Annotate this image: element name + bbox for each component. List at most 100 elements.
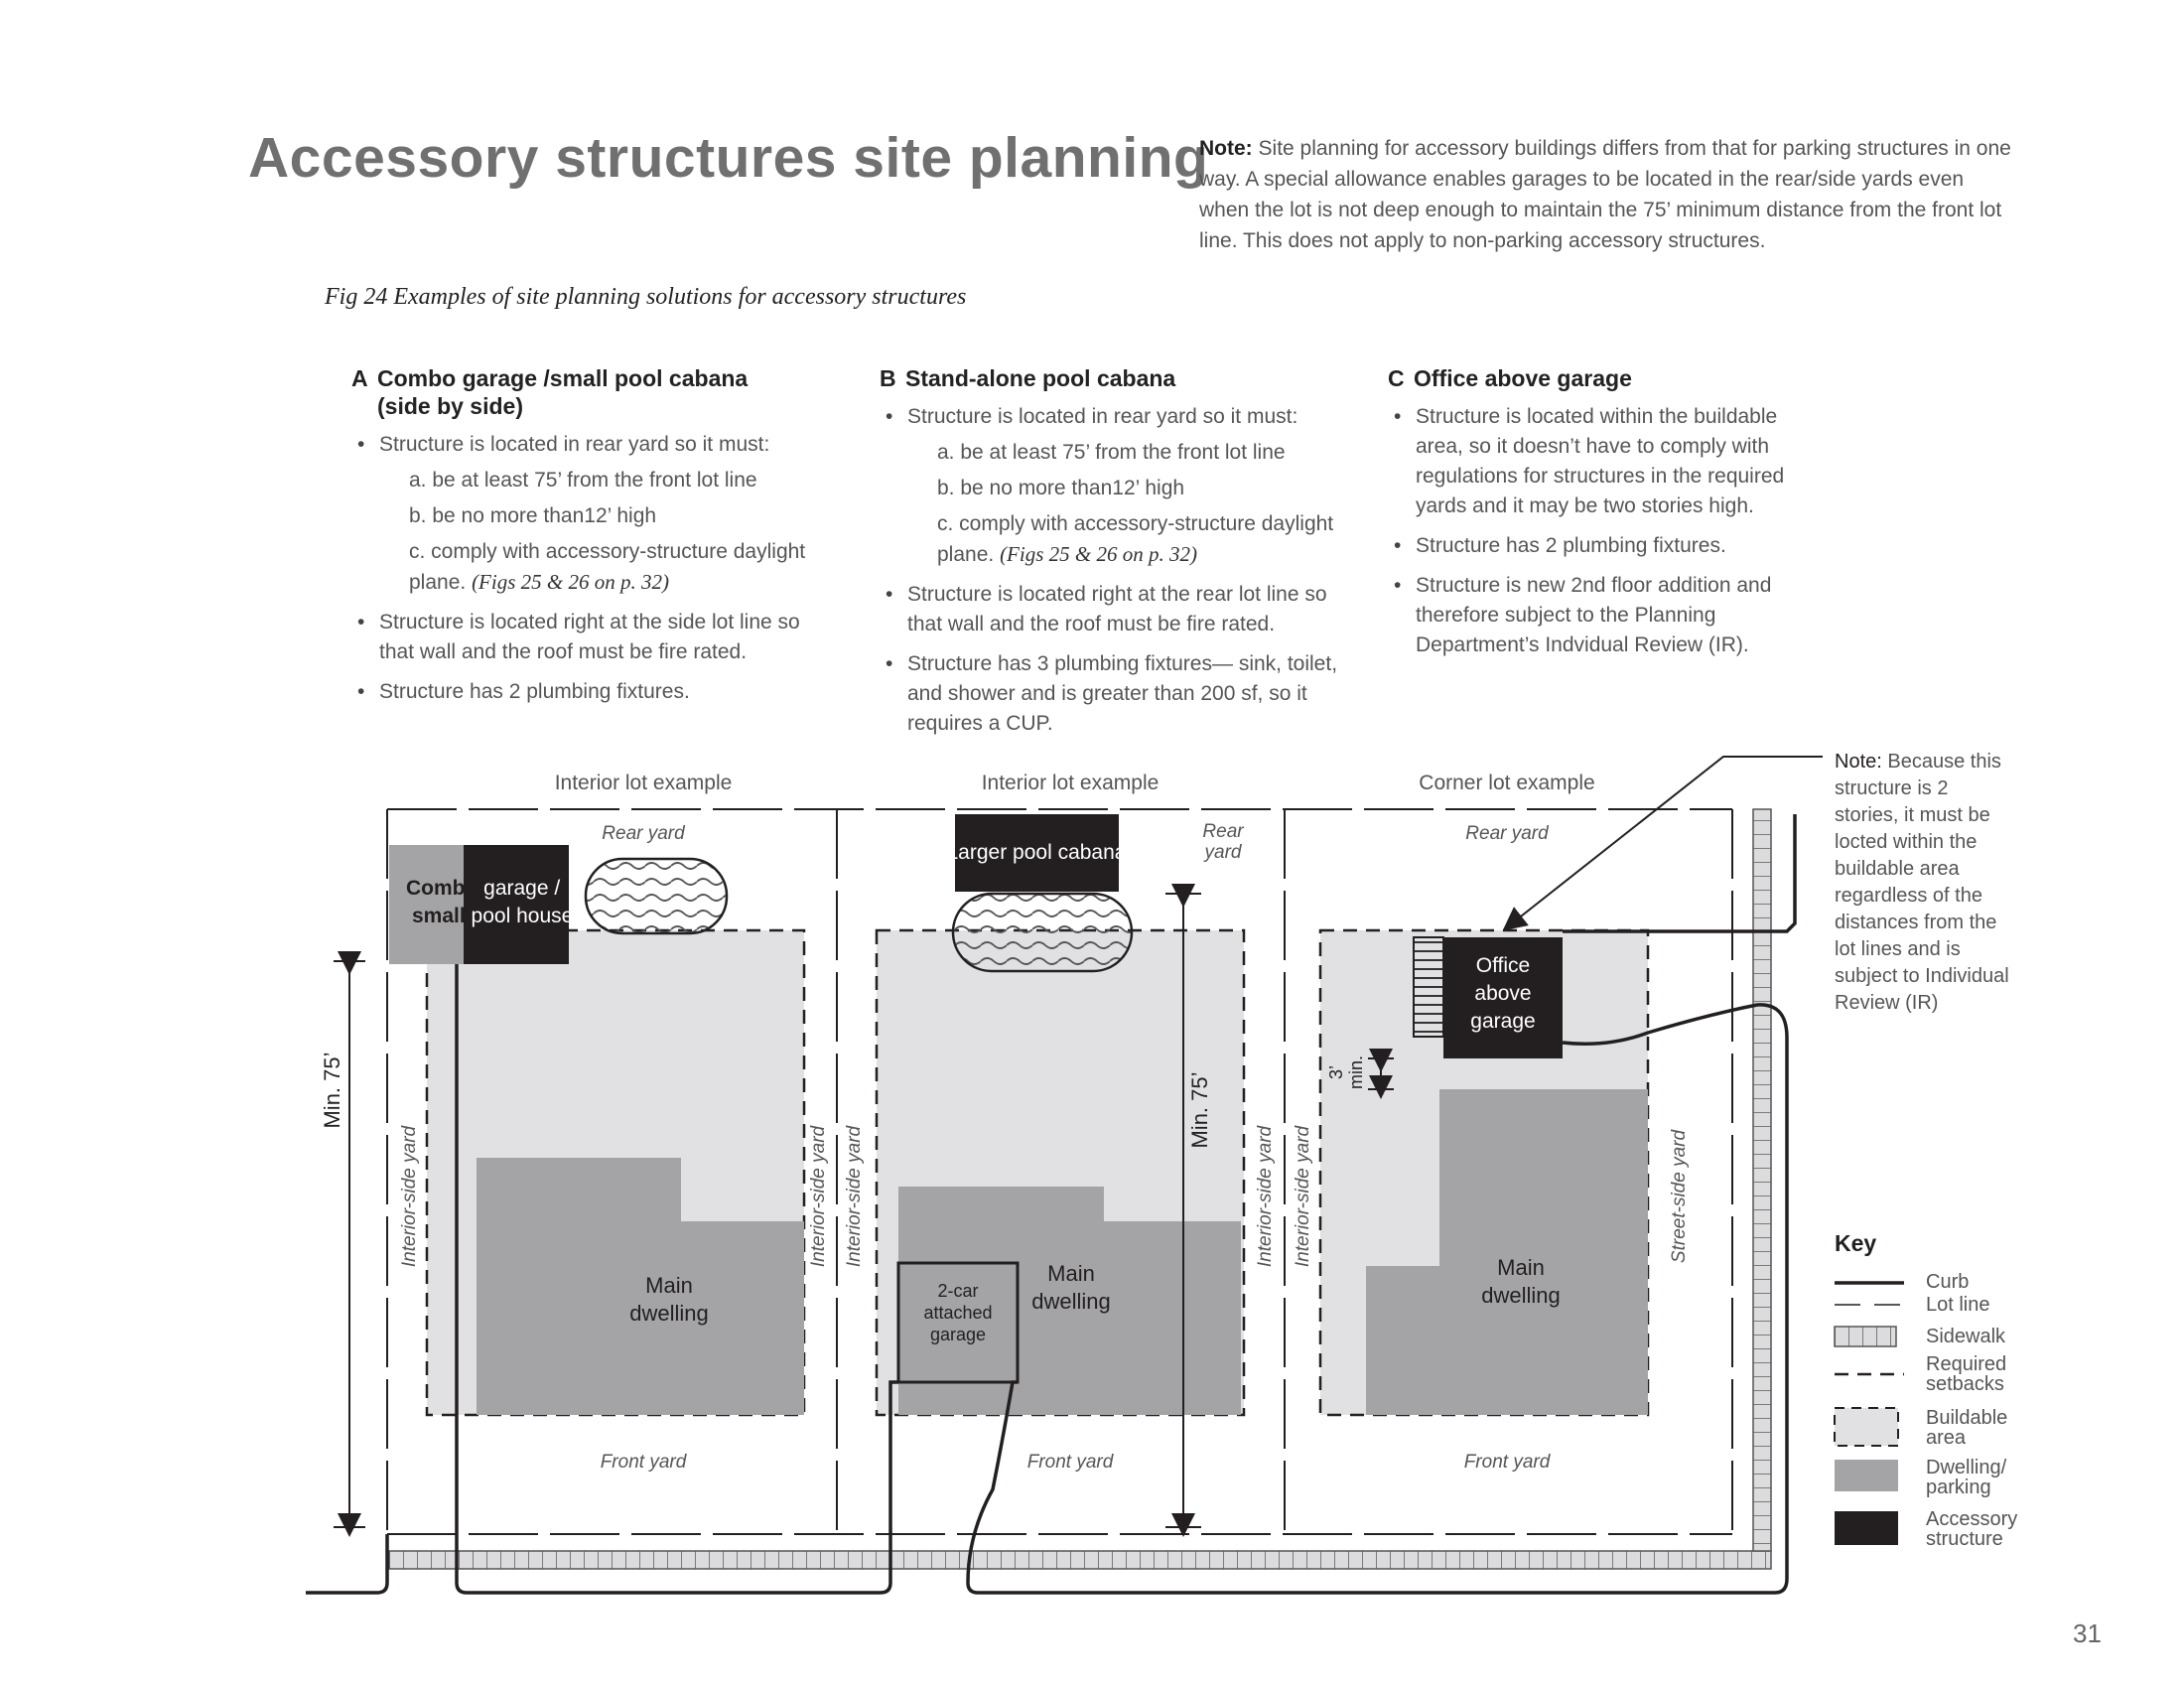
figure-caption: Fig 24 Examples of site planning solutio… [325, 284, 967, 310]
rear-yard-b-1: Rear [1202, 821, 1244, 842]
combo-label-line2: small pool house [412, 905, 573, 927]
side-note-leader [1502, 756, 1823, 931]
rear-yard-c: Rear yard [1465, 823, 1550, 844]
combo-label-line1: Combo garage / [406, 877, 560, 900]
key-buildable-label-1: Buildable [1926, 1407, 2007, 1429]
key-accessory-label-1: Accessory [1926, 1508, 2017, 1530]
dwelling-a-label-1: Main [645, 1273, 693, 1298]
main-dwelling-c [1366, 1089, 1648, 1415]
dwelling-b-label-2: dwelling [1031, 1289, 1111, 1314]
column-c-bullet-1: Structure is located within the buildabl… [1394, 402, 1795, 521]
combo-garage-part [389, 845, 464, 964]
key-accessory-swatch [1835, 1511, 1898, 1545]
curb-line-upper [1563, 814, 1797, 933]
key-sidewalk-label: Sidewalk [1926, 1326, 2006, 1347]
key-buildable-swatch [1834, 1407, 1899, 1447]
office-label-3: garage [1470, 1010, 1535, 1033]
side-note-line-3: locted within the [1835, 831, 1977, 853]
two-car-garage [896, 1261, 1020, 1384]
stairs-icon [1413, 936, 1444, 1038]
key-curb-label: Curb [1926, 1271, 1969, 1293]
key-buildable-label-2: area [1926, 1427, 1967, 1449]
intro-note: Note: Site planning for accessory buildi… [1199, 133, 2013, 256]
column-c-bullet-2: Structure has 2 plumbing fixtures. [1394, 531, 1795, 561]
column-a-sub-b: b. be no more than12’ high [409, 504, 657, 527]
column-b-bullet-3: Structure has 3 plumbing fixtures— sink,… [886, 649, 1346, 739]
key-dwelling-label-1: Dwelling/ [1926, 1457, 2007, 1478]
side-note-line-1: structure is 2 [1835, 777, 1948, 799]
dim-b-label: Min. 75’ [1187, 1071, 1212, 1148]
column-a-sub-a: a. be at least 75’ from the front lot li… [409, 469, 757, 492]
dwelling-a-label-2: dwelling [629, 1301, 709, 1326]
column-b-bullet-2: Structure is located right at the rear l… [886, 580, 1346, 639]
curb-line [306, 964, 1789, 1595]
column-b-sub-a: a. be at least 75’ from the front lot li… [937, 441, 1286, 464]
key-sidewalk-swatch [1834, 1326, 1897, 1347]
column-b-sub-b: b. be no more than12’ high [937, 477, 1185, 499]
rear-yard-a: Rear yard [602, 823, 686, 844]
dim-c-label-2: min. [1346, 1055, 1366, 1089]
column-a: A Combo garage /small pool cabana (side b… [351, 364, 818, 717]
garage-label-2: attached [923, 1303, 992, 1323]
larger-pool-cabana-label: Larger pool cabana [947, 841, 1127, 864]
garage-label-3: garage [930, 1325, 986, 1344]
column-c-bullet-3: Structure is new 2nd floor addition and … [1394, 571, 1795, 660]
key-dwelling-swatch [1835, 1460, 1898, 1491]
side-yard-label-5: Interior-side yard [1293, 1124, 1313, 1267]
side-note-line-6: distances from the [1835, 912, 1996, 933]
key-accessory-label-2: structure [1926, 1528, 2003, 1550]
side-note-line-8: subject to Individual [1835, 965, 2009, 987]
sidewalk-side [1752, 808, 1772, 1552]
front-yard-a: Front yard [601, 1452, 688, 1473]
pool-a [584, 857, 729, 935]
column-a-sub-c: c. comply with accessory-structure dayli… [409, 540, 806, 594]
dim-c-label-1: 3’ [1326, 1065, 1346, 1079]
column-a-bullet-1: Structure is located in rear yard so it … [357, 430, 818, 598]
note-text: Site planning for accessory buildings di… [1199, 137, 2011, 252]
column-a-heading: A Combo garage /small pool cabana (side b… [351, 365, 749, 419]
key-setbacks-label-2: setbacks [1926, 1373, 2004, 1395]
dwelling-c-label-2: dwelling [1481, 1283, 1561, 1308]
column-b-bullet-1: Structure is located in rear yard so it … [886, 402, 1346, 570]
garage-label-1: 2-car [937, 1281, 978, 1301]
combo-pool-house-part [464, 845, 569, 964]
column-a-bullet-2: Structure is located right at the side l… [357, 608, 818, 667]
lot-c-title: Corner lot example [1419, 772, 1594, 794]
side-note-line-5: regardless of the [1835, 885, 1982, 907]
street-side-yard-label: Street-side yard [1669, 1129, 1690, 1264]
side-yard-label-3: Interior-side yard [844, 1124, 865, 1267]
lot-a-title: Interior lot example [555, 772, 733, 794]
side-note-line-2: stories, it must be [1835, 804, 1990, 826]
side-note-line-4: buildable area [1835, 858, 1961, 880]
side-yard-label-4: Interior-side yard [1255, 1124, 1276, 1267]
column-a-bullet-3: Structure has 2 plumbing fixtures. [357, 677, 818, 707]
main-dwelling-a [477, 1158, 804, 1415]
office-label-1: Office [1476, 954, 1530, 977]
office-above-garage [1443, 937, 1563, 1058]
key-setbacks-label-1: Required [1926, 1353, 2006, 1375]
dim-a-label: Min. 75’ [320, 1052, 344, 1128]
side-yard-label-2: Interior-side yard [808, 1124, 829, 1267]
side-note-line-9: Review (IR) [1835, 992, 1938, 1014]
office-label-2: above [1474, 982, 1531, 1005]
larger-pool-cabana [955, 814, 1119, 892]
front-yard-b: Front yard [1027, 1452, 1115, 1473]
key-title: Key [1835, 1230, 1876, 1256]
rear-yard-b-2: yard [1203, 842, 1243, 863]
page-title: Accessory structures site planning [248, 126, 1209, 190]
side-yard-label-1: Interior-side yard [399, 1124, 420, 1267]
dwelling-b-label-1: Main [1047, 1261, 1095, 1286]
page-number: 31 [2073, 1618, 2102, 1648]
key-dwelling-label-2: parking [1926, 1477, 1991, 1498]
key-lot-line-label: Lot line [1926, 1294, 1990, 1316]
pool-b [951, 892, 1134, 973]
column-b-heading: B Stand-alone pool cabana [880, 365, 1176, 391]
note-label: Note: [1199, 137, 1253, 160]
sidewalk-front [388, 1550, 1772, 1570]
side-note-line-0: Note: Because this [1835, 751, 2001, 773]
side-note-line-7: lot lines and is [1835, 938, 1961, 960]
front-yard-c: Front yard [1464, 1452, 1552, 1473]
